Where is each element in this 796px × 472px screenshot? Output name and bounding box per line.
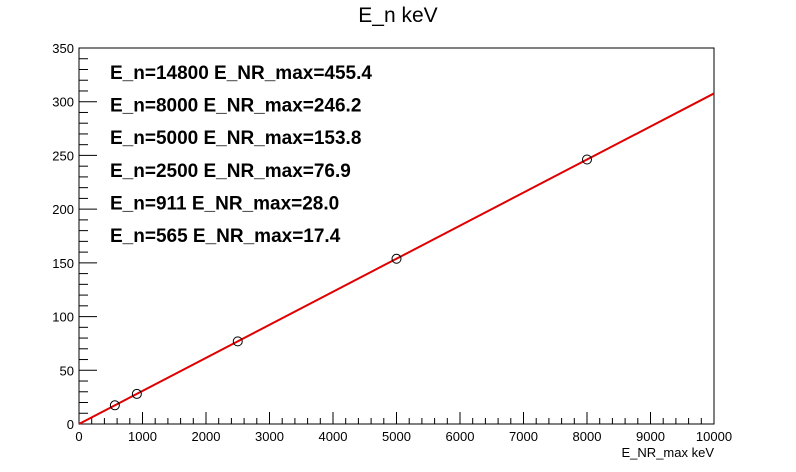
y-tick-label: 250 bbox=[52, 148, 74, 163]
data-points bbox=[109, 154, 592, 411]
annotation-line: E_n=2500 E_NR_max=76.9 bbox=[110, 161, 351, 182]
y-tick-label: 0 bbox=[67, 417, 74, 432]
annotation-line: E_n=911 E_NR_max=28.0 bbox=[110, 193, 339, 214]
annotation-line: E_n=14800 E_NR_max=455.4 bbox=[110, 63, 372, 84]
chart-title: E_n keV bbox=[358, 4, 437, 27]
fit-line bbox=[78, 92, 715, 425]
annotation-line: E_n=8000 E_NR_max=246.2 bbox=[110, 96, 361, 117]
x-axis-title: E_NR_max keV bbox=[622, 445, 715, 460]
annotation-line: E_n=565 E_NR_max=17.4 bbox=[110, 226, 341, 247]
data-point bbox=[232, 336, 243, 347]
data-point bbox=[582, 154, 592, 165]
x-tick-label: 7000 bbox=[509, 429, 538, 444]
y-tick-label: 100 bbox=[52, 310, 74, 325]
x-tick-label: 10000 bbox=[696, 429, 732, 444]
y-tick-label: 350 bbox=[52, 41, 74, 56]
y-tick-label: 50 bbox=[60, 363, 74, 378]
x-tick-label: 1000 bbox=[128, 429, 157, 444]
x-tick-label: 0 bbox=[75, 429, 82, 444]
x-tick-label: 6000 bbox=[446, 429, 475, 444]
fit-line-group bbox=[78, 92, 715, 425]
x-axis: 0 1000 2000 3000 4000 5000 6000 7000 8000 9000 100… bbox=[75, 412, 732, 444]
x-tick-label: 3000 bbox=[255, 429, 284, 444]
data-point bbox=[391, 253, 402, 264]
x-tick-label: 5000 bbox=[382, 429, 411, 444]
y-tick-label: 300 bbox=[52, 95, 74, 110]
data-point bbox=[109, 400, 120, 411]
x-tick-label: 8000 bbox=[573, 429, 602, 444]
annotations: E_n=14800 E_NR_max=455.4 E_n=8000 E_NR_ma… bbox=[110, 63, 372, 247]
x-tick-label: 4000 bbox=[319, 429, 348, 444]
y-tick-label: 150 bbox=[52, 256, 74, 271]
annotation-line: E_n=5000 E_NR_max=153.8 bbox=[110, 128, 361, 149]
y-axis: 0 50 100 150 200 250 300 350 bbox=[52, 41, 97, 432]
data-point bbox=[131, 388, 142, 399]
x-tick-label: 2000 bbox=[192, 429, 221, 444]
x-tick-label: 9000 bbox=[636, 429, 665, 444]
y-tick-label: 200 bbox=[52, 202, 74, 217]
